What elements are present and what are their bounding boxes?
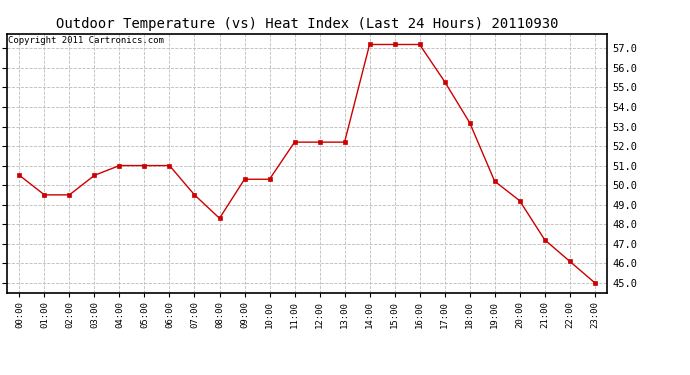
Text: Copyright 2011 Cartronics.com: Copyright 2011 Cartronics.com	[8, 36, 164, 45]
Title: Outdoor Temperature (vs) Heat Index (Last 24 Hours) 20110930: Outdoor Temperature (vs) Heat Index (Las…	[56, 17, 558, 31]
